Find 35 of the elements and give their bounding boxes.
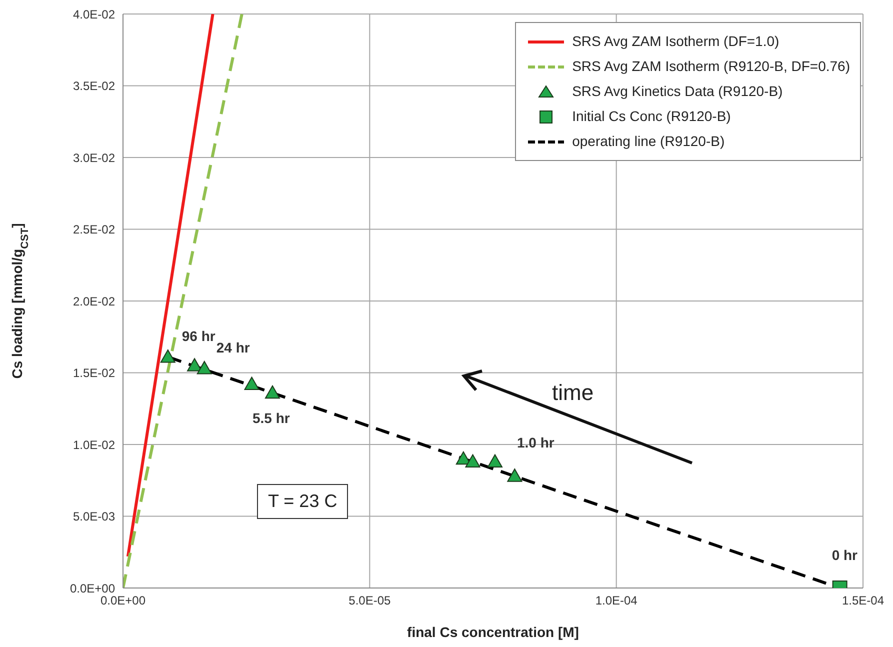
legend-label: SRS Avg ZAM Isotherm (R9120-B, DF=0.76): [572, 57, 850, 76]
y-tick-label: 3.5E-02: [72, 79, 116, 94]
x-tick-label: 0.0E+00: [100, 594, 146, 608]
point: [244, 376, 260, 390]
x-tick-label: 1.5E-04: [842, 594, 884, 608]
annotation: 0 hr: [832, 547, 858, 563]
y-tick-label: 4.0E-02: [72, 7, 116, 22]
point: [187, 358, 202, 372]
annotation: T = 23 C: [257, 484, 348, 519]
point: [264, 385, 280, 399]
y-tick-label: 2.0E-02: [72, 294, 116, 308]
legend-label: SRS Avg Kinetics Data (R9120-B): [572, 82, 783, 101]
point: [196, 360, 212, 374]
point: [507, 468, 522, 482]
y-tick-label: 5.0E-03: [72, 510, 116, 524]
annotation: 1.0 hr: [516, 434, 555, 451]
point: [465, 454, 480, 468]
point: [487, 454, 502, 468]
y-tick-label: 3.0E-02: [72, 150, 116, 165]
y-tick-label: 0.0E+00: [70, 581, 116, 596]
x-tick-label: 1.0E-04: [595, 594, 638, 608]
point: [160, 349, 176, 363]
annotation: 96 hr: [182, 328, 216, 344]
x-tick-label: 5.0E-05: [348, 594, 392, 608]
annotation: time: [552, 380, 594, 406]
annotation: 5.5 hr: [252, 410, 290, 426]
point: [456, 451, 471, 465]
legend-label: SRS Avg ZAM Isotherm (DF=1.0): [572, 32, 780, 51]
x-axis-title: final Cs concentration [M]: [407, 624, 579, 640]
legend-label: Initial Cs Conc (R9120-B): [572, 107, 731, 126]
annotation: 24 hr: [216, 339, 250, 356]
legend-label: operating line (R9120-B): [572, 132, 725, 151]
y-tick-label: 1.5E-02: [72, 366, 116, 380]
y-tick-label: 1.0E-02: [72, 438, 116, 452]
y-tick-label: 2.5E-02: [72, 222, 116, 237]
